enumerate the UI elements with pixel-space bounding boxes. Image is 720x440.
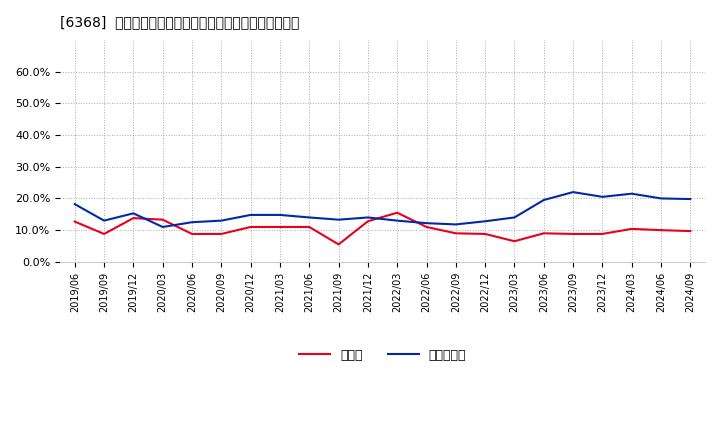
Legend: 現預金, 有利子負債: 現預金, 有利子負債 — [294, 344, 472, 367]
有利子負債 — [246, 212, 255, 217]
有利子負債 — [451, 222, 460, 227]
現預金 — [334, 242, 343, 247]
現預金 — [481, 231, 490, 237]
現預金 — [364, 219, 372, 224]
現預金 — [451, 231, 460, 236]
現預金 — [569, 231, 577, 237]
現預金 — [627, 226, 636, 231]
有利子負債 — [217, 218, 225, 223]
有利子負債 — [686, 196, 695, 202]
現預金 — [158, 217, 167, 222]
現預金 — [657, 227, 665, 233]
現預金 — [422, 224, 431, 230]
有利子負債 — [481, 219, 490, 224]
現預金 — [393, 210, 402, 215]
有利子負債 — [188, 220, 197, 225]
現預金 — [129, 216, 138, 221]
有利子負債 — [510, 215, 519, 220]
現預金 — [510, 238, 519, 244]
有利子負債 — [334, 217, 343, 222]
有利子負債 — [657, 196, 665, 201]
現預金 — [305, 224, 314, 230]
有利子負債 — [422, 220, 431, 226]
有利子負債 — [569, 190, 577, 195]
現預金 — [276, 224, 284, 230]
有利子負債 — [276, 212, 284, 217]
現預金 — [686, 228, 695, 234]
現預金 — [71, 219, 79, 224]
有利子負債 — [393, 218, 402, 223]
現預金 — [598, 231, 607, 237]
Line: 現預金: 現預金 — [75, 213, 690, 244]
現預金 — [217, 231, 225, 237]
有利子負債 — [627, 191, 636, 196]
有利子負債 — [305, 215, 314, 220]
現預金 — [246, 224, 255, 230]
現預金 — [100, 231, 109, 237]
有利子負債 — [598, 194, 607, 199]
Text: [6368]  現預金、有利子負債の総資産に対する比率の推移: [6368] 現預金、有利子負債の総資産に対する比率の推移 — [60, 15, 300, 29]
有利子負債 — [71, 202, 79, 207]
有利子負債 — [364, 215, 372, 220]
有利子負債 — [539, 198, 548, 203]
Line: 有利子負債: 有利子負債 — [75, 192, 690, 227]
有利子負債 — [129, 211, 138, 216]
有利子負債 — [158, 224, 167, 230]
現預金 — [539, 231, 548, 236]
現預金 — [188, 231, 197, 237]
有利子負債 — [100, 218, 109, 223]
